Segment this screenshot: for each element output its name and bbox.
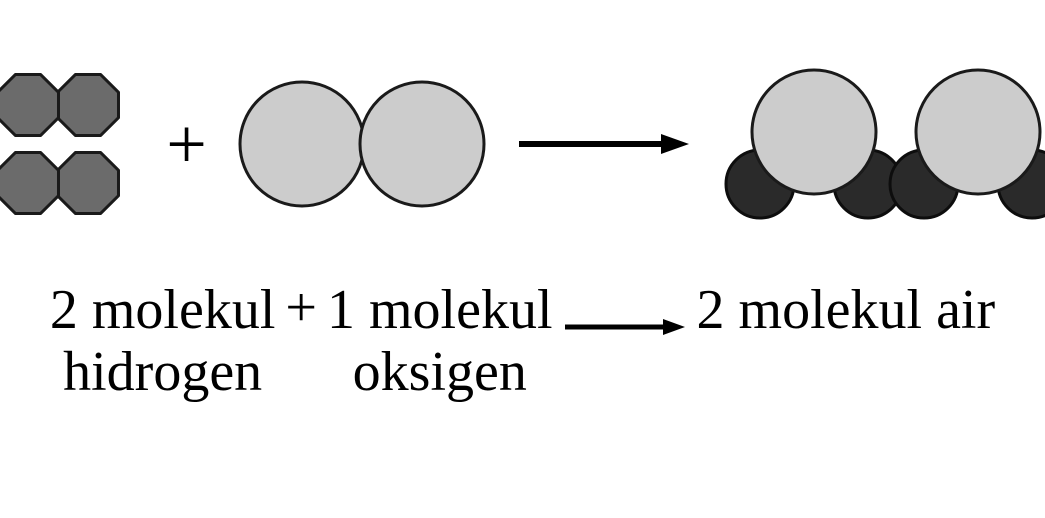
molecule-row: +	[0, 0, 1045, 274]
label-hydrogen-line2: hidrogen	[63, 342, 262, 404]
label-plus: +	[275, 280, 327, 336]
label-row: 2 molekul hidrogen + 1 molekul oksigen 2…	[0, 274, 1045, 403]
label-oxygen-line2: oksigen	[353, 342, 527, 404]
oxygen-molecule	[233, 75, 491, 213]
plus-symbol: +	[166, 108, 207, 180]
water-molecules	[717, 61, 1045, 227]
label-hydrogen-line1: 2 molekul	[50, 280, 276, 342]
label-arrow	[553, 315, 697, 339]
label-water-line: 2 molekul air	[697, 280, 996, 342]
label-oxygen-line1: 1 molekul	[327, 280, 553, 342]
label-water: 2 molekul air	[697, 280, 996, 342]
hydrogen-molecules	[0, 65, 140, 223]
label-oxygen: 1 molekul oksigen	[327, 280, 553, 403]
label-hydrogen: 2 molekul hidrogen	[50, 280, 276, 403]
reaction-arrow	[517, 130, 691, 158]
